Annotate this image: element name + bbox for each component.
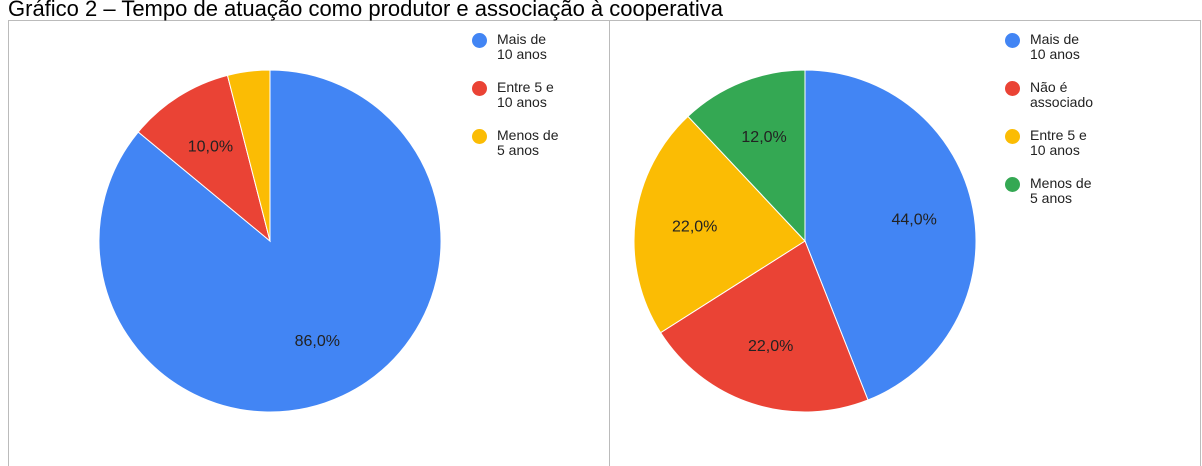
legend-swatch bbox=[472, 129, 487, 144]
legend-item: Entre 5 e 10 anos bbox=[472, 80, 562, 110]
title: Gráfico 2 – Tempo de atuação como produt… bbox=[8, 0, 724, 21]
value-label: 22,0% bbox=[672, 218, 717, 235]
pie-slice bbox=[137, 74, 271, 243]
legend-item: Menos de 5 anos bbox=[472, 128, 562, 158]
legend-swatch bbox=[1005, 177, 1020, 192]
value-label: 10,0% bbox=[188, 138, 233, 155]
frame bbox=[8, 20, 1201, 466]
legend-label: Menos de 5 anos bbox=[497, 127, 559, 158]
legend-label: Não é associado bbox=[1030, 79, 1094, 110]
legend-swatch bbox=[472, 33, 487, 48]
pie-slice bbox=[659, 240, 869, 413]
legend-item: Entre 5 e 10 anos bbox=[1005, 128, 1095, 158]
value-label: 44,0% bbox=[891, 211, 936, 228]
legend-item: Menos de 5 anos bbox=[1005, 176, 1095, 206]
pie-slice bbox=[226, 69, 271, 242]
legend-item: Mais de 10 anos bbox=[472, 32, 562, 62]
legend-swatch bbox=[472, 81, 487, 96]
value-label: 22,0% bbox=[748, 338, 793, 355]
legend-label: Mais de 10 anos bbox=[1030, 31, 1080, 62]
value-label: 86,0% bbox=[295, 333, 340, 350]
legend-swatch bbox=[1005, 129, 1020, 144]
value-label: 12,0% bbox=[741, 129, 786, 146]
pie-slice bbox=[633, 115, 806, 334]
pie-slice bbox=[98, 69, 442, 413]
legend-swatch bbox=[1005, 33, 1020, 48]
legend-item: Não é associado bbox=[1005, 80, 1095, 110]
legend-label: Mais de 10 anos bbox=[497, 31, 547, 62]
pie-slice bbox=[804, 69, 977, 401]
legend-label: Entre 5 e 10 anos bbox=[1030, 127, 1087, 158]
pie-slice bbox=[687, 69, 806, 243]
legend-swatch bbox=[1005, 81, 1020, 96]
legend-label: Menos de 5 anos bbox=[1030, 175, 1092, 206]
legend-label: Entre 5 e 10 anos bbox=[497, 79, 554, 110]
legend-item: Mais de 10 anos bbox=[1005, 32, 1095, 62]
